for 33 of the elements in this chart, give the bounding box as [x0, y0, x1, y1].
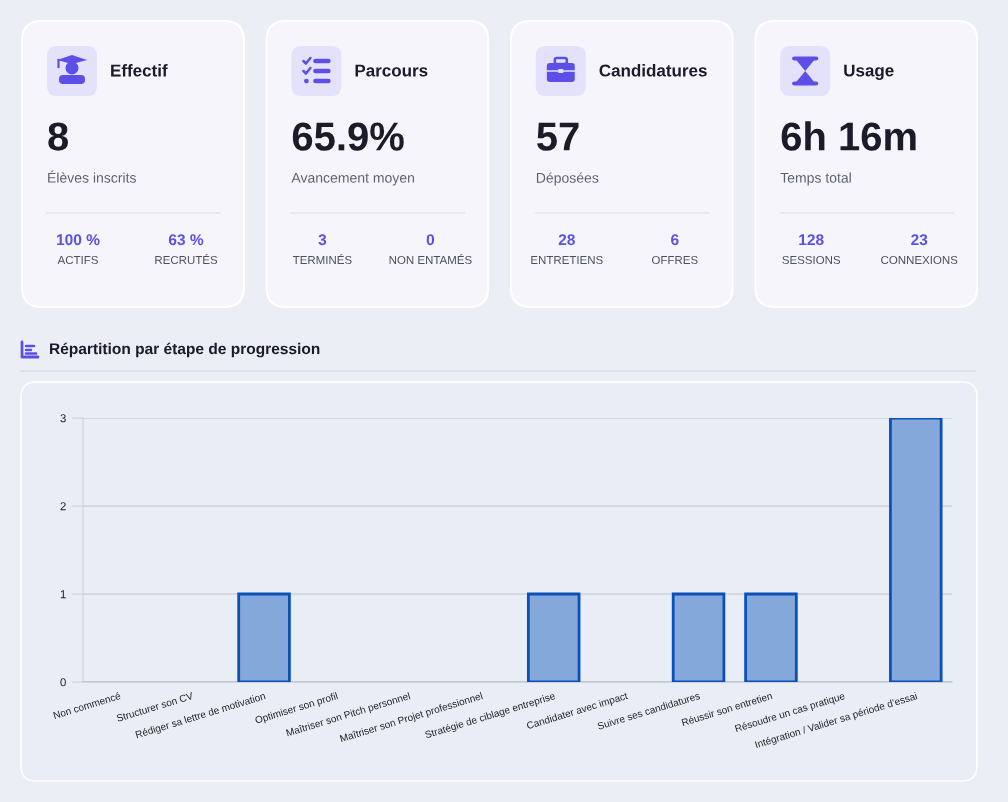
- text: Usage: [844, 64, 894, 80]
- text: Parcours: [355, 64, 428, 77]
- text: 6h 16m: [781, 121, 916, 151]
- y-tick-label: 0: [60, 678, 66, 687]
- text: 6: [671, 234, 679, 246]
- text: TERMINÉS: [292, 254, 352, 265]
- text: NON ENTAMÉS: [389, 254, 472, 265]
- text: ACTIFS: [57, 255, 98, 265]
- text: Avancement moyen: [291, 172, 414, 186]
- text: RECRUTÉS: [155, 254, 218, 265]
- chart-title: Répartition par étape de progression: [50, 342, 320, 358]
- text: Temps total: [780, 172, 851, 186]
- text: 28: [558, 234, 575, 246]
- text: 63 %: [168, 234, 204, 246]
- text: Candidatures: [599, 64, 707, 77]
- text: CONNEXIONS: [881, 255, 958, 265]
- y-tick-label: 3: [60, 414, 66, 423]
- text: 8: [48, 122, 69, 151]
- text: 3: [318, 234, 327, 246]
- text: ENTRETIENS: [531, 255, 603, 265]
- text: OFFRES: [652, 255, 698, 265]
- y-tick-label: 2: [60, 502, 66, 511]
- text: 65.9%: [292, 122, 404, 151]
- text: Déposées: [536, 172, 599, 186]
- text: Élèves inscrits: [48, 170, 136, 183]
- text: 100 %: [57, 234, 100, 246]
- text: 23: [911, 234, 928, 246]
- text: Effectif: [111, 64, 168, 77]
- y-tick-label: 1: [60, 590, 66, 599]
- text: 0: [426, 234, 435, 246]
- text: 57: [537, 122, 579, 151]
- text: SESSIONS: [782, 255, 841, 265]
- text: 128: [799, 234, 824, 246]
